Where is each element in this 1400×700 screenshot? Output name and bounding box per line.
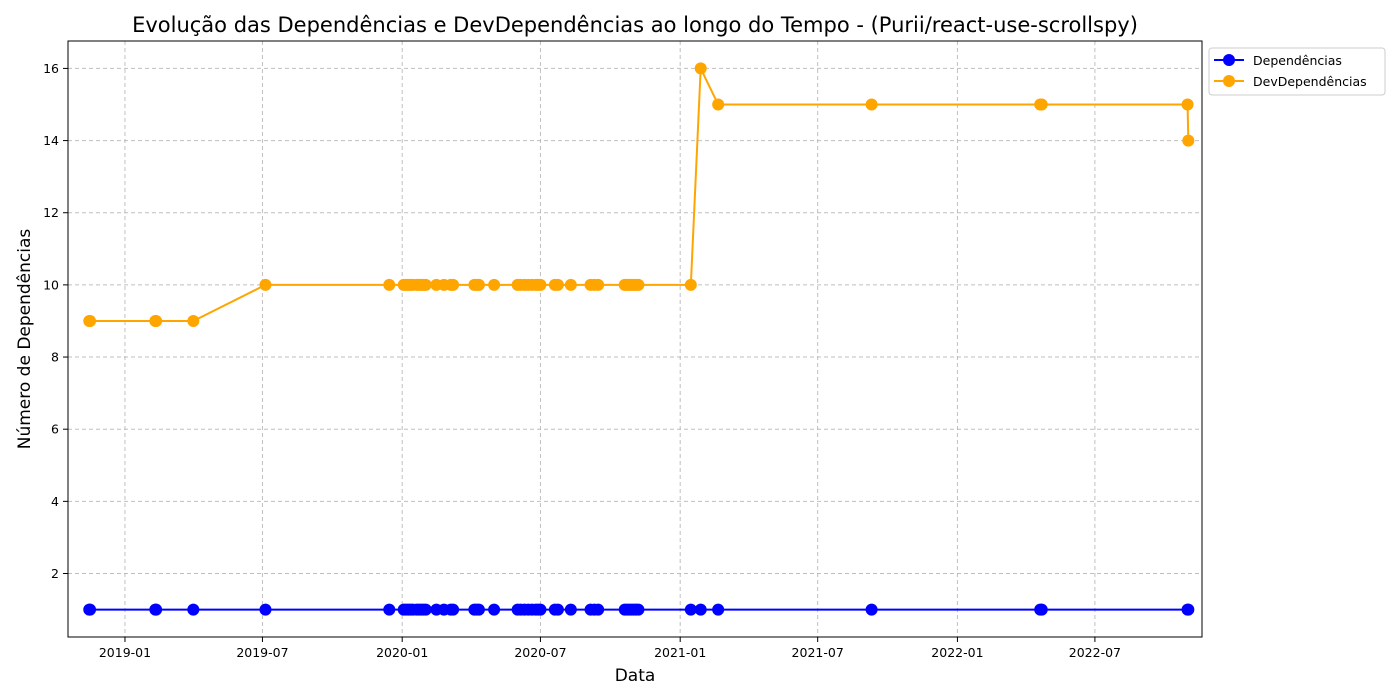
- data-point-dependencias: [551, 603, 564, 616]
- data-point-devdependencias: [383, 278, 396, 291]
- y-axis-label: Número de Dependências: [15, 229, 35, 450]
- data-point-devdependencias: [472, 278, 485, 291]
- data-point-dependencias: [1035, 603, 1048, 616]
- data-point-devdependencias: [564, 278, 577, 291]
- data-point-devdependencias: [447, 278, 460, 291]
- y-tick-label: 4: [51, 494, 59, 509]
- data-point-devdependencias: [419, 278, 432, 291]
- data-point-dependencias: [259, 603, 272, 616]
- legend-label-devdependencias: DevDependências: [1253, 74, 1367, 89]
- x-tick-label: 2019-01: [99, 645, 151, 660]
- data-point-dependencias: [632, 603, 645, 616]
- data-point-devdependencias: [865, 98, 878, 111]
- data-point-devdependencias: [592, 278, 605, 291]
- x-tick-label: 2022-07: [1069, 645, 1121, 660]
- data-point-dependencias: [865, 603, 878, 616]
- data-point-devdependencias: [712, 98, 725, 111]
- series-devdependencias: [83, 62, 1195, 327]
- data-point-devdependencias: [1182, 134, 1195, 147]
- data-point-dependencias: [150, 603, 163, 616]
- data-point-dependencias: [684, 603, 697, 616]
- data-point-devdependencias: [1181, 98, 1194, 111]
- data-point-devdependencias: [684, 278, 697, 291]
- data-point-devdependencias: [187, 314, 200, 327]
- x-tick-label: 2022-01: [931, 645, 983, 660]
- axis-ticks: 2 4 6 8 10 12 14 16 2019-01 2019-07 2020-01 2020-07…: [43, 61, 1121, 660]
- y-tick-label: 10: [43, 277, 59, 292]
- data-point-devdependencias: [259, 278, 272, 291]
- series-layer: [83, 62, 1195, 616]
- y-tick-label: 16: [43, 61, 59, 76]
- legend: Dependências DevDependências: [1208, 47, 1386, 96]
- x-tick-label: 2021-07: [792, 645, 844, 660]
- data-point-dependencias: [488, 603, 501, 616]
- data-point-devdependencias: [1035, 98, 1048, 111]
- x-tick-label: 2019-07: [236, 645, 288, 660]
- data-point-dependencias: [1182, 603, 1195, 616]
- legend-marker-dependencias: [1223, 54, 1235, 66]
- data-point-dependencias: [592, 603, 605, 616]
- x-tick-label: 2020-07: [514, 645, 566, 660]
- y-tick-label: 6: [51, 422, 59, 437]
- data-point-devdependencias: [632, 278, 645, 291]
- data-point-dependencias: [383, 603, 396, 616]
- x-tick-label: 2021-01: [654, 645, 706, 660]
- data-point-dependencias: [447, 603, 460, 616]
- legend-label-dependencias: Dependências: [1253, 53, 1342, 68]
- data-point-devdependencias: [488, 278, 501, 291]
- y-tick-label: 8: [51, 350, 59, 365]
- data-point-dependencias: [694, 603, 707, 616]
- data-point-devdependencias: [694, 62, 707, 75]
- legend-frame: [1208, 47, 1386, 96]
- y-tick-label: 14: [43, 133, 59, 148]
- legend-marker-devdependencias: [1223, 75, 1235, 87]
- data-point-dependencias: [419, 603, 432, 616]
- data-point-dependencias: [712, 603, 725, 616]
- data-point-devdependencias: [534, 278, 547, 291]
- data-point-devdependencias: [150, 314, 163, 327]
- data-point-devdependencias: [84, 314, 97, 327]
- data-point-devdependencias: [551, 278, 564, 291]
- x-axis-label: Data: [615, 666, 656, 686]
- y-tick-label: 2: [51, 566, 59, 581]
- data-point-dependencias: [564, 603, 577, 616]
- x-tick-label: 2020-01: [376, 645, 428, 660]
- data-point-dependencias: [472, 603, 485, 616]
- y-tick-label: 12: [43, 205, 59, 220]
- data-point-dependencias: [84, 603, 97, 616]
- plot-frame: [67, 40, 1203, 638]
- series-dependencias: [83, 603, 1195, 616]
- data-point-dependencias: [187, 603, 200, 616]
- chart-title: Evolução das Dependências e DevDependênc…: [132, 13, 1138, 37]
- grid: [68, 41, 1202, 637]
- data-point-dependencias: [534, 603, 547, 616]
